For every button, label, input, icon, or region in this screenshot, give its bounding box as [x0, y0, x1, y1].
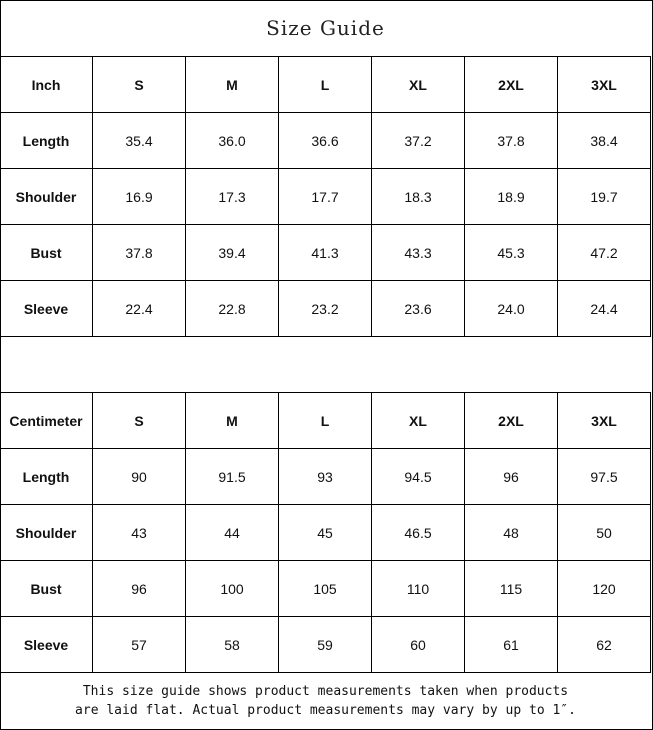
- size-header: XL: [371, 56, 465, 113]
- measurement-value: 93: [278, 448, 372, 505]
- size-header: 2XL: [464, 56, 558, 113]
- table-row: Sleeve 57 58 59 60 61 62: [0, 616, 651, 673]
- measurement-label: Bust: [0, 560, 93, 617]
- size-header: 3XL: [557, 56, 651, 113]
- measurement-value: 16.9: [92, 168, 186, 225]
- table-spacer: [0, 337, 651, 392]
- measurement-value: 17.3: [185, 168, 279, 225]
- measurement-value: 38.4: [557, 112, 651, 169]
- footer-note: This size guide shows product measuremen…: [0, 673, 651, 728]
- measurement-value: 22.8: [185, 280, 279, 337]
- measurement-label: Shoulder: [0, 168, 93, 225]
- table-row: Bust 37.8 39.4 41.3 43.3 45.3 47.2: [0, 224, 651, 281]
- measurement-value: 96: [464, 448, 558, 505]
- measurement-value: 22.4: [92, 280, 186, 337]
- measurement-value: 46.5: [371, 504, 465, 561]
- measurement-value: 37.8: [92, 224, 186, 281]
- measurement-value: 36.0: [185, 112, 279, 169]
- measurement-value: 61: [464, 616, 558, 673]
- size-header: 2XL: [464, 392, 558, 449]
- measurement-value: 45.3: [464, 224, 558, 281]
- measurement-value: 39.4: [185, 224, 279, 281]
- footer-line-1: This size guide shows product measuremen…: [82, 683, 569, 699]
- measurement-value: 110: [371, 560, 465, 617]
- size-header: XL: [371, 392, 465, 449]
- measurement-value: 44: [185, 504, 279, 561]
- size-header: S: [92, 56, 186, 113]
- measurement-value: 45: [278, 504, 372, 561]
- measurement-value: 18.3: [371, 168, 465, 225]
- measurement-value: 91.5: [185, 448, 279, 505]
- measurement-value: 96: [92, 560, 186, 617]
- measurement-value: 57: [92, 616, 186, 673]
- measurement-value: 94.5: [371, 448, 465, 505]
- header-row: Inch S M L XL 2XL 3XL: [0, 56, 651, 113]
- table-row: Sleeve 22.4 22.8 23.2 23.6 24.0 24.4: [0, 280, 651, 337]
- measurement-value: 23.2: [278, 280, 372, 337]
- measurement-value: 90: [92, 448, 186, 505]
- measurement-value: 115: [464, 560, 558, 617]
- measurement-label: Length: [0, 448, 93, 505]
- measurement-label: Sleeve: [0, 280, 93, 337]
- size-header: S: [92, 392, 186, 449]
- size-header: L: [278, 56, 372, 113]
- measurement-value: 60: [371, 616, 465, 673]
- size-header: M: [185, 392, 279, 449]
- measurement-value: 17.7: [278, 168, 372, 225]
- measurement-value: 19.7: [557, 168, 651, 225]
- measurement-value: 58: [185, 616, 279, 673]
- measurement-value: 50: [557, 504, 651, 561]
- table-row: Shoulder 43 44 45 46.5 48 50: [0, 504, 651, 561]
- table-row: Length 90 91.5 93 94.5 96 97.5: [0, 448, 651, 505]
- table-row: Shoulder 16.9 17.3 17.7 18.3 18.9 19.7: [0, 168, 651, 225]
- measurement-value: 97.5: [557, 448, 651, 505]
- unit-header: Inch: [0, 56, 93, 113]
- measurement-value: 18.9: [464, 168, 558, 225]
- measurement-value: 62: [557, 616, 651, 673]
- inch-size-table: Inch S M L XL 2XL 3XL Length 35.4 36.0 36.6 37.2 37.…: [0, 56, 651, 337]
- size-header: L: [278, 392, 372, 449]
- measurement-value: 35.4: [92, 112, 186, 169]
- page-title: Size Guide: [0, 0, 651, 57]
- measurement-value: 120: [557, 560, 651, 617]
- measurement-value: 24.4: [557, 280, 651, 337]
- measurement-value: 23.6: [371, 280, 465, 337]
- measurement-value: 100: [185, 560, 279, 617]
- measurement-label: Sleeve: [0, 616, 93, 673]
- measurement-value: 59: [278, 616, 372, 673]
- size-header: 3XL: [557, 392, 651, 449]
- measurement-value: 105: [278, 560, 372, 617]
- measurement-value: 47.2: [557, 224, 651, 281]
- measurement-label: Shoulder: [0, 504, 93, 561]
- measurement-label: Length: [0, 112, 93, 169]
- measurement-value: 41.3: [278, 224, 372, 281]
- measurement-value: 37.8: [464, 112, 558, 169]
- footer-line-2: are laid flat. Actual product measuremen…: [75, 702, 576, 718]
- size-header: M: [185, 56, 279, 113]
- measurement-value: 43: [92, 504, 186, 561]
- measurement-value: 43.3: [371, 224, 465, 281]
- table-row: Bust 96 100 105 110 115 120: [0, 560, 651, 617]
- measurement-value: 37.2: [371, 112, 465, 169]
- measurement-value: 48: [464, 504, 558, 561]
- measurement-label: Bust: [0, 224, 93, 281]
- centimeter-size-table: Centimeter S M L XL 2XL 3XL Length 90 91.5 93 94.5 9…: [0, 392, 651, 673]
- measurement-value: 24.0: [464, 280, 558, 337]
- unit-header: Centimeter: [0, 392, 93, 449]
- measurement-value: 36.6: [278, 112, 372, 169]
- header-row: Centimeter S M L XL 2XL 3XL: [0, 392, 651, 449]
- table-row: Length 35.4 36.0 36.6 37.2 37.8 38.4: [0, 112, 651, 169]
